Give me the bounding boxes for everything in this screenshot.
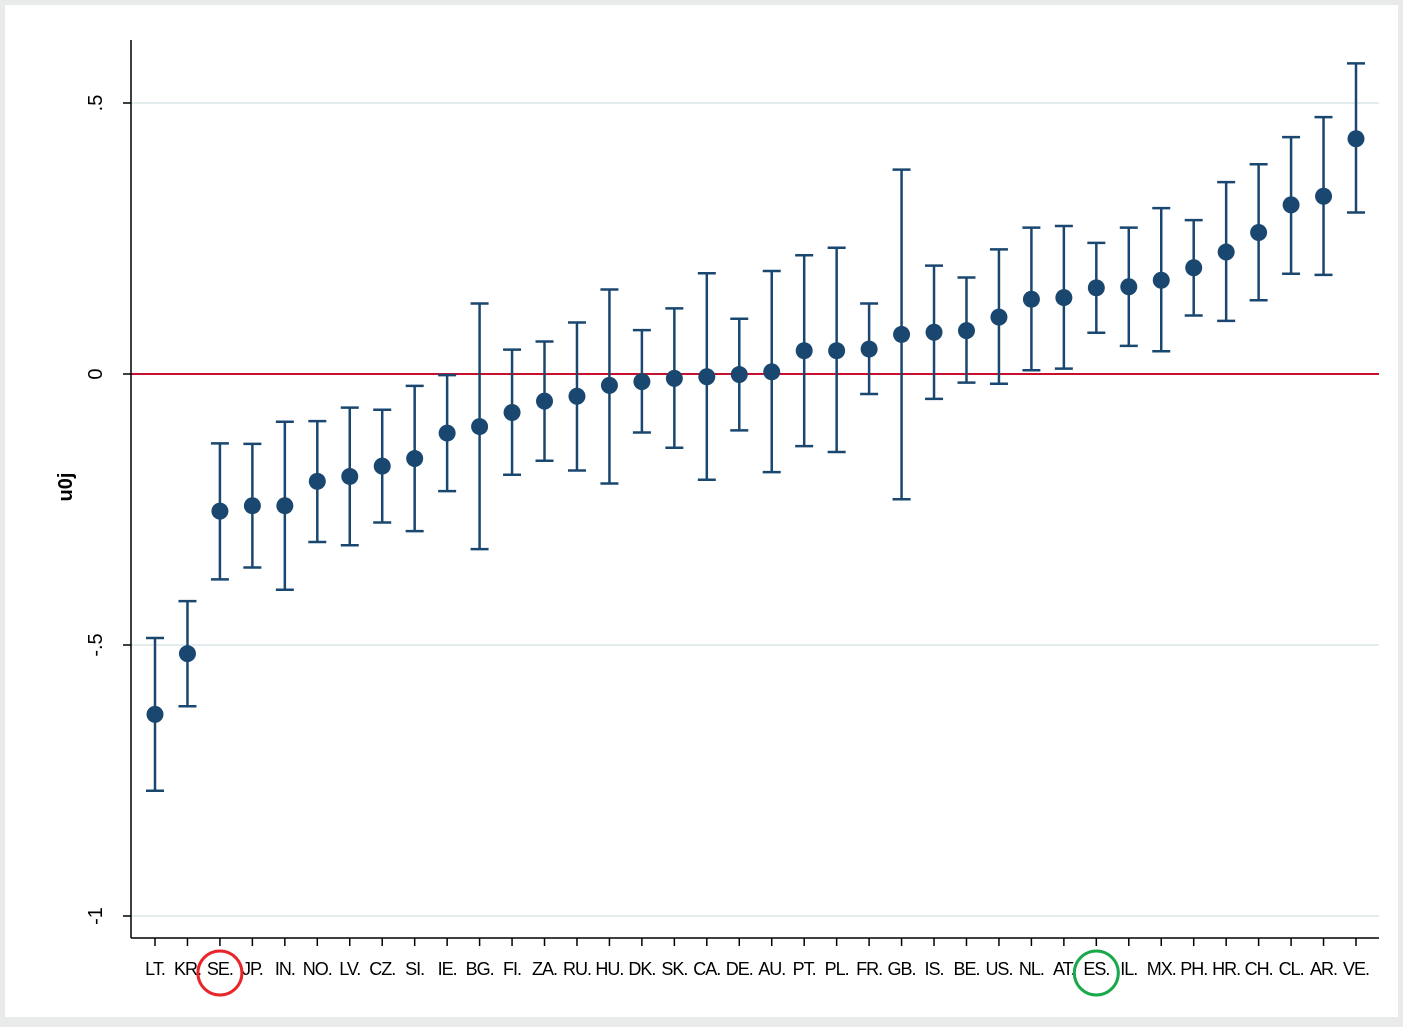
x-tick-label-is: IS. bbox=[925, 959, 944, 979]
point-pl bbox=[828, 342, 846, 360]
x-tick-label-ph: PH. bbox=[1180, 959, 1207, 979]
x-tick-label-hu: HU. bbox=[595, 959, 623, 979]
x-tick-label-il: IL. bbox=[1120, 959, 1137, 979]
point-be bbox=[957, 322, 975, 340]
point-mx bbox=[1152, 271, 1170, 289]
x-tick-label-cz: CZ. bbox=[369, 959, 395, 979]
x-tick-label-cl: CL. bbox=[1279, 959, 1304, 979]
y-tick-label: -1 bbox=[85, 907, 107, 925]
point-gb bbox=[893, 325, 911, 343]
point-ve bbox=[1347, 130, 1365, 148]
y-tick-label: .5 bbox=[85, 95, 107, 112]
x-tick-label-za: ZA. bbox=[532, 959, 557, 979]
point-is bbox=[925, 323, 943, 341]
point-cl bbox=[1282, 196, 1300, 214]
point-de bbox=[730, 366, 748, 384]
point-il bbox=[1120, 278, 1138, 296]
x-tick-label-mx: MX. bbox=[1147, 959, 1176, 979]
x-tick-label-us: US. bbox=[985, 959, 1012, 979]
point-se bbox=[211, 502, 229, 520]
x-tick-label-kr: KR. bbox=[174, 959, 201, 979]
x-tick-label-lt: LT. bbox=[145, 959, 165, 979]
x-tick-label-at: AT. bbox=[1053, 959, 1075, 979]
point-za bbox=[536, 392, 554, 410]
y-axis-title: u0j bbox=[55, 473, 77, 502]
y-tick-labels: .5 0 -.5 -1 bbox=[85, 95, 107, 925]
x-tick-label-nl: NL. bbox=[1019, 959, 1044, 979]
point-au bbox=[763, 363, 781, 381]
axes bbox=[123, 40, 1379, 946]
point-no bbox=[308, 472, 326, 490]
plot-area bbox=[131, 40, 1379, 938]
point-ca bbox=[698, 368, 716, 386]
point-kr bbox=[178, 645, 196, 663]
point-ch bbox=[1250, 224, 1268, 242]
point-hr bbox=[1217, 243, 1235, 261]
x-tick-label-fr: FR. bbox=[856, 959, 882, 979]
x-tick-label-ar: AR. bbox=[1310, 959, 1337, 979]
x-tick-label-de: DE. bbox=[726, 959, 753, 979]
x-tick-label-fi: FI. bbox=[503, 959, 521, 979]
x-tick-label-se: SE. bbox=[207, 959, 233, 979]
x-tick-label-bg: BG. bbox=[466, 959, 494, 979]
x-tick-label-ca: CA. bbox=[693, 959, 720, 979]
point-ar bbox=[1315, 187, 1333, 205]
x-tick-label-es: ES. bbox=[1083, 959, 1109, 979]
x-tick-label-si: SI. bbox=[405, 959, 424, 979]
x-tick-label-dk: DK. bbox=[628, 959, 655, 979]
point-estimates bbox=[146, 130, 1365, 723]
x-tick-label-in: IN. bbox=[275, 959, 295, 979]
point-dk bbox=[633, 373, 651, 391]
point-us bbox=[990, 308, 1008, 326]
point-pt bbox=[795, 342, 813, 360]
point-es bbox=[1087, 279, 1105, 297]
point-jp bbox=[243, 497, 261, 515]
x-tick-label-lv: LV. bbox=[339, 959, 360, 979]
point-bg bbox=[471, 418, 489, 436]
point-ru bbox=[568, 387, 586, 405]
x-tick-label-hr: HR. bbox=[1212, 959, 1240, 979]
x-tick-label-pt: PT. bbox=[793, 959, 816, 979]
x-tick-label-ie: IE. bbox=[438, 959, 457, 979]
highlight-circle-es bbox=[1072, 949, 1120, 997]
point-si bbox=[406, 450, 424, 468]
x-tick-label-jp: JP. bbox=[242, 959, 263, 979]
x-tick-label-no: NO. bbox=[303, 959, 332, 979]
point-fr bbox=[860, 340, 878, 358]
point-lt bbox=[146, 705, 164, 723]
x-tick-label-ru: RU. bbox=[563, 959, 591, 979]
x-tick-label-sk: SK. bbox=[661, 959, 687, 979]
point-sk bbox=[665, 369, 683, 387]
annotations bbox=[196, 949, 1120, 997]
point-fi bbox=[503, 403, 521, 421]
point-in bbox=[276, 497, 294, 515]
point-lv bbox=[341, 467, 359, 485]
x-tick-label-au: AU. bbox=[758, 959, 785, 979]
point-ph bbox=[1185, 259, 1203, 277]
point-ie bbox=[438, 424, 456, 442]
x-tick-label-pl: PL. bbox=[825, 959, 849, 979]
x-tick-label-ve: VE. bbox=[1343, 959, 1369, 979]
point-nl bbox=[1022, 290, 1040, 308]
y-tick-label: -.5 bbox=[85, 633, 107, 656]
y-tick-label: 0 bbox=[85, 368, 107, 379]
highlight-circle-se bbox=[196, 949, 244, 997]
point-cz bbox=[373, 457, 391, 475]
x-tick-label-gb: GB. bbox=[888, 959, 916, 979]
x-tick-labels: LT. KR. SE. JP. IN. NO. LV. CZ. SI. IE. BG. FI. ZA. R… bbox=[145, 959, 1370, 979]
point-hu bbox=[600, 376, 618, 394]
x-tick-label-ch: CH. bbox=[1245, 959, 1273, 979]
x-tick-label-be: BE. bbox=[953, 959, 979, 979]
point-at bbox=[1055, 289, 1073, 307]
